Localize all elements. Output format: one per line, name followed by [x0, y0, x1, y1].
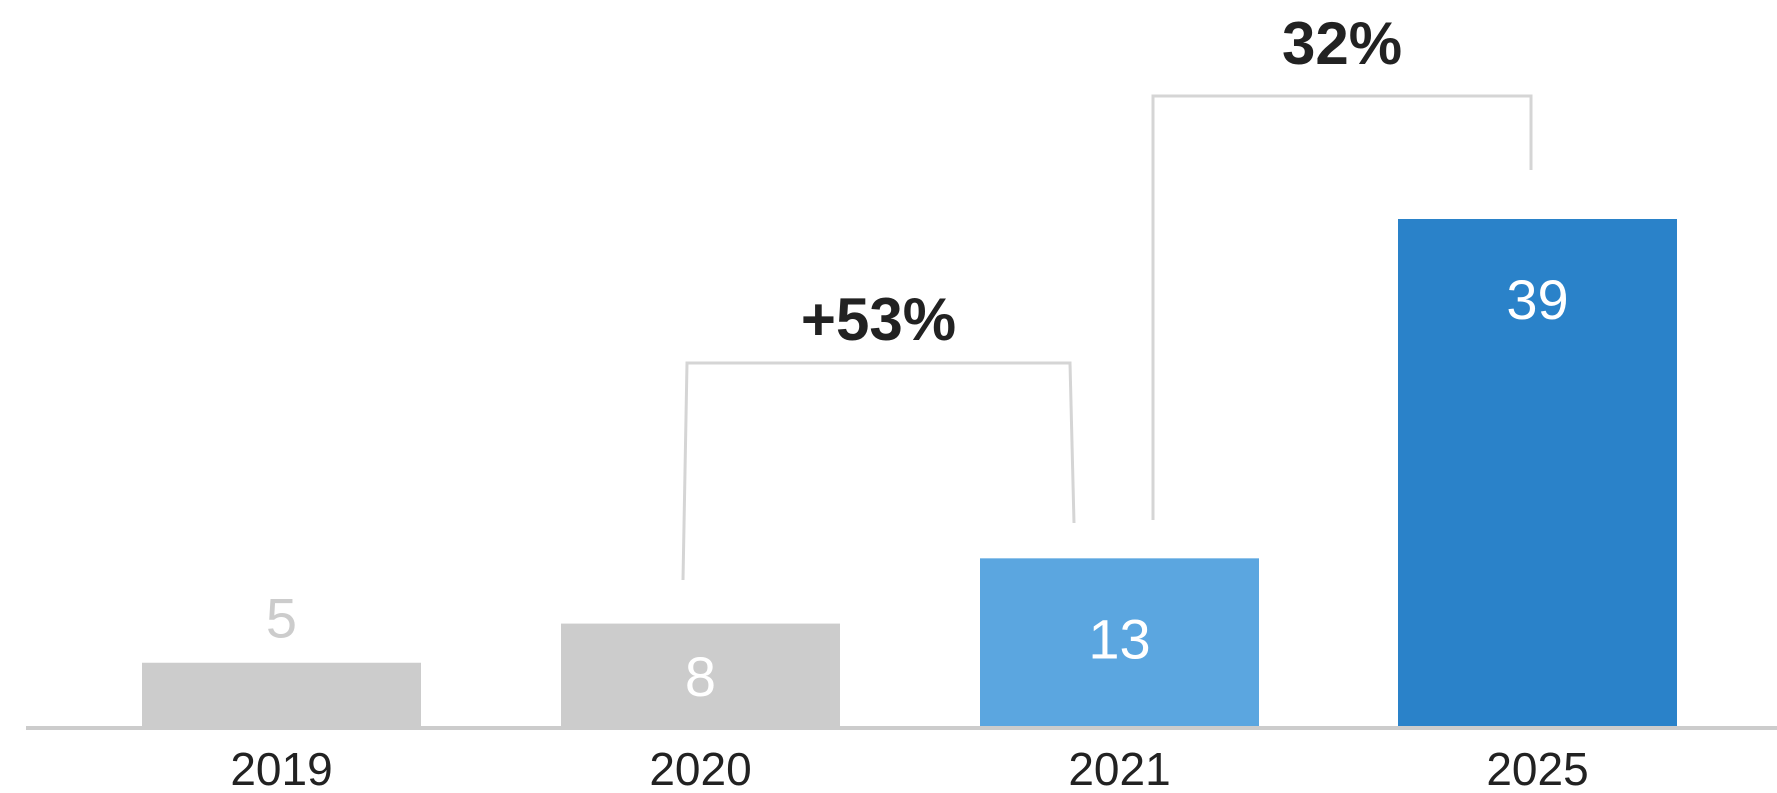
growth-label-2020-2021: +53%: [801, 286, 956, 353]
value-label-2025: 39: [1506, 268, 1568, 331]
x-tick-label-2021: 2021: [1068, 743, 1170, 793]
x-tick-label-2025: 2025: [1486, 743, 1588, 793]
x-tick-label-2020: 2020: [649, 743, 751, 793]
growth-label-2021-2025: 32%: [1282, 10, 1402, 77]
growth-brackets: +53% 32%: [681, 10, 1533, 581]
growth-bracket-2020-2021: [681, 361, 1076, 581]
bar-2021: [980, 558, 1259, 728]
labels-layer: 5 2019 8 2020 13 2021 39 2025: [230, 268, 1588, 793]
bars-layer: [142, 219, 1677, 728]
value-label-2019: 5: [266, 587, 297, 650]
value-label-2020: 8: [685, 645, 716, 708]
bar-2020: [561, 623, 840, 728]
value-label-2021: 13: [1088, 607, 1150, 670]
growth-bracket-2021-2025: [1151, 94, 1533, 520]
x-tick-label-2019: 2019: [230, 743, 332, 793]
bar-2019: [142, 662, 421, 728]
bar-2025: [1398, 219, 1677, 728]
